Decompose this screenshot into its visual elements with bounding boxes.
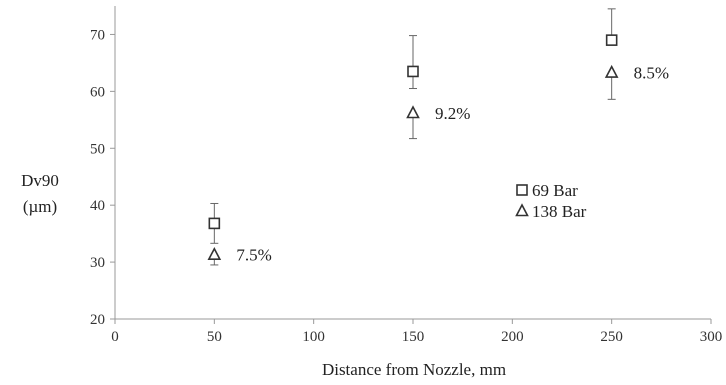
y-tick-label: 40 — [90, 198, 105, 214]
x-tick-label: 0 — [111, 329, 119, 345]
y-axis-title-line1: Dv90 — [21, 171, 59, 190]
ticks: 20 30 40 50 60 70 0 50 100 150 200 250 300 — [90, 27, 722, 345]
x-tick-label: 250 — [600, 329, 623, 345]
annotations: 7.5% 9.2% 8.5% — [236, 64, 669, 265]
series-69-bar-point — [605, 34, 618, 46]
series-69-bar-point — [407, 65, 419, 78]
y-tick-label: 70 — [90, 27, 105, 43]
x-tick-label: 50 — [207, 329, 222, 345]
series-138-bar-point — [406, 105, 420, 119]
y-tick-label: 60 — [90, 84, 105, 100]
markers — [207, 34, 619, 260]
error-bars — [210, 8, 616, 266]
percentage-annotation: 7.5% — [236, 246, 271, 265]
percentage-annotation: 8.5% — [634, 64, 669, 83]
y-tick-label: 20 — [90, 312, 105, 328]
y-axis-title-line2: (µm) — [23, 197, 57, 216]
x-tick-label: 300 — [700, 329, 723, 345]
x-tick-label: 100 — [302, 329, 325, 345]
x-tick-label: 150 — [402, 329, 425, 345]
series-69-bar-point — [208, 217, 221, 230]
legend-138-bar-symbol — [515, 203, 529, 217]
x-axis-title: Distance from Nozzle, mm — [322, 360, 506, 379]
y-tick-label: 30 — [90, 255, 105, 271]
y-tick-label: 50 — [90, 141, 105, 157]
percentage-annotation: 9.2% — [435, 104, 470, 123]
x-tick-label: 200 — [501, 329, 524, 345]
legend-label: 138 Bar — [532, 202, 587, 221]
series-138-bar-point — [207, 246, 222, 260]
series-138-bar-point — [604, 64, 619, 78]
legend-69-bar-symbol — [516, 184, 528, 196]
legend-label: 69 Bar — [532, 181, 578, 200]
legend: 69 Bar 138 Bar — [515, 181, 587, 221]
